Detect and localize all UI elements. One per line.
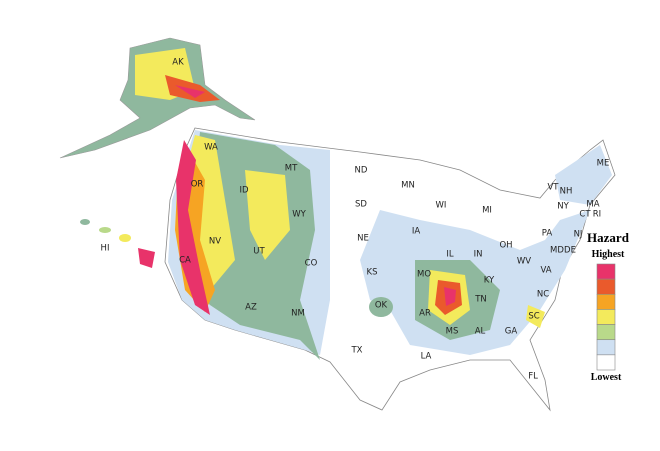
alaska-shape xyxy=(59,37,256,159)
state-label: NV xyxy=(209,237,221,247)
state-label: CO xyxy=(305,259,318,269)
state-label: MI xyxy=(482,206,492,216)
state-label: KY xyxy=(484,276,495,286)
state-label: OH xyxy=(499,241,512,251)
state-label: TX xyxy=(350,346,362,356)
legend-swatch xyxy=(596,278,616,295)
state-label: KS xyxy=(367,268,378,278)
state-label: MA xyxy=(586,200,599,210)
state-label: AZ xyxy=(245,303,257,313)
hazard-zones xyxy=(168,130,612,360)
state-label: TN xyxy=(474,295,487,305)
state-label: MT xyxy=(285,164,298,174)
state-label: AK xyxy=(172,58,184,68)
state-label: RI xyxy=(593,210,601,220)
state-label: ID xyxy=(239,186,249,196)
state-label: WY xyxy=(292,210,306,220)
state-label: SC xyxy=(528,312,539,322)
legend-swatch xyxy=(596,263,616,280)
legend-title: Hazard xyxy=(587,230,630,245)
state-label: GA xyxy=(505,327,518,337)
state-label: HI xyxy=(101,244,110,254)
state-label: FL xyxy=(528,372,538,382)
state-label: AL xyxy=(475,327,486,337)
state-label: IA xyxy=(412,227,421,237)
state-label: NH xyxy=(560,187,573,197)
legend-swatch xyxy=(596,309,616,325)
state-label: NY xyxy=(557,202,569,212)
state-label: WI xyxy=(436,201,447,211)
state-label: MO xyxy=(417,270,431,280)
state-label: LA xyxy=(421,352,432,362)
state-label: VT xyxy=(547,183,559,193)
legend-swatch xyxy=(596,354,616,371)
state-label: OK xyxy=(375,301,388,311)
state-label: OR xyxy=(191,180,204,190)
state-label: IN xyxy=(474,250,483,260)
hawaii-shape xyxy=(80,219,155,268)
state-label: WV xyxy=(517,257,531,267)
state-label: MN xyxy=(401,181,415,191)
legend-swatch xyxy=(596,324,616,341)
state-label: SD xyxy=(355,200,367,210)
state-label: ME xyxy=(597,159,610,169)
legend: Hazard Highest Lowest xyxy=(587,230,630,383)
legend-swatch xyxy=(596,293,616,310)
state-label: AR xyxy=(419,309,431,319)
state-label: NJ xyxy=(574,230,583,240)
state-label: MD xyxy=(550,246,564,256)
state-label: UT xyxy=(253,247,265,257)
state-label: IL xyxy=(446,250,454,260)
state-label: CT xyxy=(579,210,591,220)
state-label: ND xyxy=(355,166,368,176)
state-label: PA xyxy=(542,229,553,239)
state-label: WA xyxy=(204,143,218,153)
state-label: DE xyxy=(564,246,576,256)
state-label: CA xyxy=(179,256,191,266)
state-label: NE xyxy=(357,234,369,244)
legend-swatch xyxy=(596,339,616,356)
state-label: NC xyxy=(537,290,549,300)
state-labels: AK HI WA OR CA ID NV MT WY UT AZ CO NM N… xyxy=(101,58,610,382)
state-label: VA xyxy=(540,266,551,276)
legend-high-label: Highest xyxy=(592,249,625,260)
legend-low-label: Lowest xyxy=(591,372,622,383)
state-label: NM xyxy=(291,309,305,319)
state-label: MS xyxy=(446,327,459,337)
